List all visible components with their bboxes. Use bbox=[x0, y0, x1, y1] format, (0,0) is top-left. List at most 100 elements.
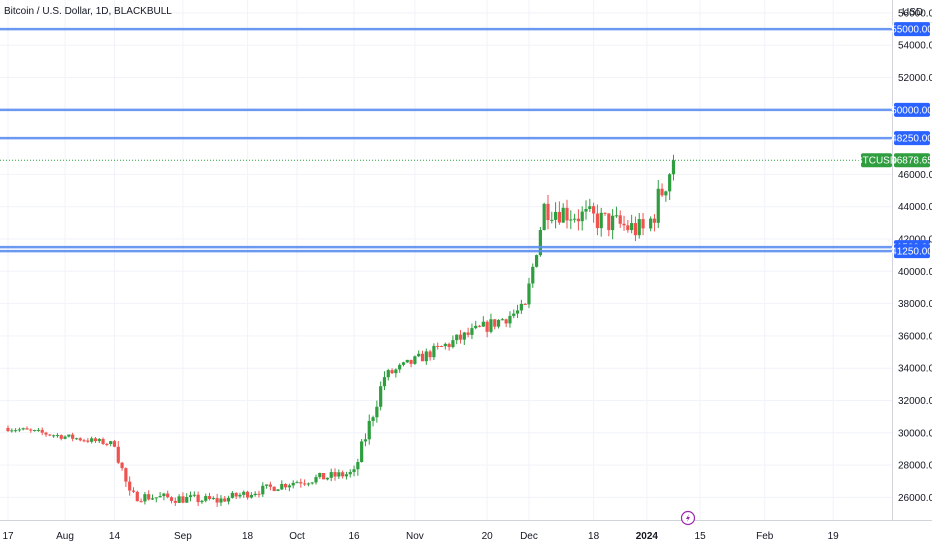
candle-body bbox=[291, 482, 295, 486]
candle-body bbox=[257, 493, 261, 495]
candle-body bbox=[207, 496, 212, 499]
horizontal-levels bbox=[0, 27, 892, 253]
price-tick-label: 44000.00 bbox=[898, 202, 932, 213]
candle-body bbox=[611, 215, 615, 231]
candle-body bbox=[74, 438, 79, 440]
currency-label[interactable]: USD bbox=[902, 7, 923, 18]
candle-body bbox=[576, 218, 581, 222]
price-tick-label: 36000.00 bbox=[898, 331, 932, 342]
candle-body bbox=[458, 334, 463, 340]
candle-body bbox=[371, 417, 375, 421]
candle-body bbox=[386, 370, 390, 378]
candle-body bbox=[116, 446, 120, 463]
candle-body bbox=[59, 435, 63, 439]
candle-body bbox=[401, 362, 406, 365]
price-tick-label: 46000.00 bbox=[898, 170, 932, 181]
candle-body bbox=[329, 472, 333, 478]
candle-body bbox=[268, 484, 272, 487]
candle-body bbox=[253, 493, 257, 496]
time-tick-label: 16 bbox=[348, 531, 360, 542]
price-tick-label: 52000.00 bbox=[898, 73, 932, 84]
time-tick-label: Oct bbox=[289, 531, 305, 542]
symbol-badge-label: BTCUSD bbox=[856, 156, 897, 167]
candle-body bbox=[398, 364, 402, 370]
candle-body bbox=[614, 215, 619, 217]
candle-body bbox=[375, 406, 379, 418]
candle-body bbox=[166, 493, 170, 498]
candle-body bbox=[135, 491, 139, 502]
time-axis[interactable]: 17 Aug 14 Sep 18 Oct 16 Nov 20 Dec 18 2024 15 Feb 19 bbox=[2, 531, 839, 542]
candle-body bbox=[420, 353, 425, 362]
candle-body bbox=[90, 438, 94, 442]
time-tick-label: 18 bbox=[242, 531, 254, 542]
candle-body bbox=[413, 356, 417, 364]
last-price-badge-label: 46878.65 bbox=[891, 156, 932, 167]
candle-body bbox=[649, 218, 653, 229]
candle-body bbox=[360, 441, 364, 463]
level-price-badge-label: 41250.00 bbox=[891, 247, 932, 258]
candle-body bbox=[470, 328, 474, 335]
symbol-badge bbox=[861, 153, 892, 168]
time-tick-label: 17 bbox=[2, 531, 14, 542]
last-price-badge bbox=[894, 153, 930, 168]
candle-body bbox=[200, 500, 204, 503]
candle-body bbox=[139, 501, 143, 503]
candle-body bbox=[143, 494, 147, 502]
candle-body bbox=[363, 439, 368, 442]
candle-body bbox=[261, 485, 265, 495]
candle-body bbox=[512, 313, 516, 316]
candle-body bbox=[177, 496, 181, 503]
candle-body bbox=[44, 432, 48, 435]
candle-body bbox=[230, 492, 234, 498]
candle-body bbox=[299, 482, 303, 484]
candle-body bbox=[553, 211, 558, 220]
price-tick-label: 30000.00 bbox=[898, 428, 932, 439]
candle-body bbox=[120, 462, 124, 469]
price-tick-label: 40000.00 bbox=[898, 267, 932, 278]
candle-body bbox=[25, 428, 29, 430]
candle-body bbox=[546, 203, 550, 221]
candle-body bbox=[173, 500, 177, 503]
chart-title: Bitcoin / U.S. Dollar, 1D, BLACKBULL bbox=[4, 6, 172, 17]
candle-body bbox=[52, 435, 56, 437]
candle-body bbox=[322, 472, 326, 480]
candle-body bbox=[204, 496, 208, 501]
candle-body bbox=[656, 188, 660, 223]
price-tick-label: 28000.00 bbox=[898, 461, 932, 472]
price-tick-label: 34000.00 bbox=[898, 364, 932, 375]
candle-body bbox=[272, 486, 276, 491]
candle-body bbox=[603, 212, 607, 214]
candle-body bbox=[390, 370, 394, 374]
candle-body bbox=[637, 219, 641, 236]
level-price-badge-label: 50000.00 bbox=[891, 105, 932, 116]
candle-body bbox=[382, 377, 387, 387]
candle-body bbox=[367, 420, 371, 440]
candle-body bbox=[531, 266, 535, 284]
price-tick-label: 32000.00 bbox=[898, 396, 932, 407]
candle-body bbox=[626, 225, 630, 231]
candle-body bbox=[561, 207, 565, 223]
candle-body bbox=[196, 494, 200, 503]
candle-body bbox=[78, 438, 82, 441]
candle-body bbox=[55, 435, 60, 437]
candle-body bbox=[306, 483, 311, 485]
price-axis[interactable]: 26000.00 28000.00 30000.00 32000.00 34000.00… bbox=[898, 8, 932, 503]
candle-body bbox=[352, 469, 356, 473]
level-price-badge-label: 55000.00 bbox=[891, 25, 932, 36]
candle-body bbox=[124, 468, 128, 482]
candle-body bbox=[154, 497, 158, 499]
candle-body bbox=[249, 495, 253, 498]
candle-body bbox=[542, 203, 546, 231]
candle-body bbox=[158, 496, 162, 498]
time-tick-label: 18 bbox=[588, 531, 600, 542]
candle-body bbox=[592, 206, 596, 214]
candle-body bbox=[36, 429, 41, 431]
candle-body bbox=[101, 439, 105, 444]
candle-body bbox=[641, 219, 645, 229]
time-tick-label: Feb bbox=[756, 531, 774, 542]
candle-body bbox=[489, 319, 493, 332]
time-tick-label: Aug bbox=[56, 531, 74, 542]
candle-body bbox=[283, 483, 288, 488]
event-icon[interactable] bbox=[680, 510, 696, 526]
